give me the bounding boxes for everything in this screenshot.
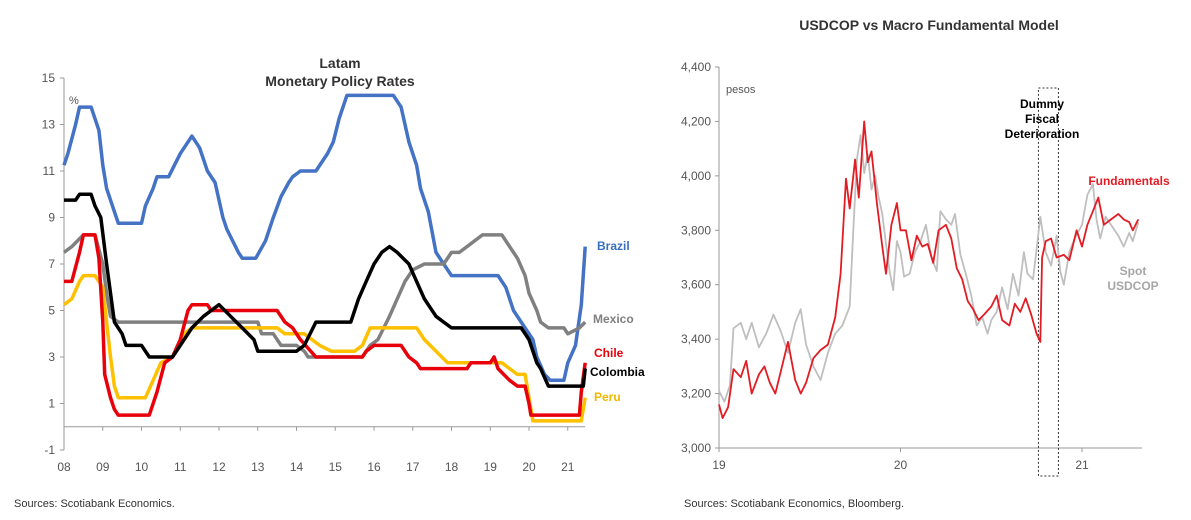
y-tick-label: 15 bbox=[42, 71, 56, 85]
x-tick-label: 21 bbox=[561, 460, 575, 474]
series-line-fundamentals bbox=[718, 120, 1140, 419]
y-tick-label: 3,400 bbox=[681, 332, 711, 346]
y-tick-label: 4,000 bbox=[681, 169, 711, 183]
y-tick-label: 5 bbox=[48, 304, 55, 318]
legend-label-spot-usdcop: Spot bbox=[1120, 264, 1147, 278]
x-tick-label: 14 bbox=[290, 460, 304, 474]
x-tick-label: 21 bbox=[1075, 458, 1089, 472]
x-tick-label: 19 bbox=[712, 458, 726, 472]
y-tick-label: 3,600 bbox=[681, 278, 711, 292]
legend-label-chile: Chile bbox=[594, 346, 624, 360]
x-tick-label: 15 bbox=[329, 460, 343, 474]
y-tick-label: 1 bbox=[48, 397, 55, 411]
legend-label-fundamentals: Fundamentals bbox=[1088, 174, 1170, 188]
series-line-colombia bbox=[64, 192, 587, 388]
y-tick-label: 13 bbox=[42, 118, 56, 132]
y-tick-label: 3 bbox=[48, 350, 55, 364]
y-tick-label: 7 bbox=[48, 257, 55, 271]
y-tick-label: 4,400 bbox=[681, 60, 711, 74]
y-tick-label: 11 bbox=[43, 164, 56, 178]
annotation-label: Fiscal bbox=[1025, 112, 1059, 126]
x-tick-label: 19 bbox=[484, 460, 498, 474]
y-tick-label: 4,200 bbox=[681, 114, 711, 128]
dummy-fiscal-box bbox=[1037, 87, 1059, 477]
annotation-label: Deterioration bbox=[1005, 127, 1080, 141]
x-tick-label: 10 bbox=[135, 460, 149, 474]
y-tick-label: 3,800 bbox=[681, 223, 711, 237]
series-line-spot-usdcop bbox=[718, 134, 1140, 403]
annotation-label: Dummy bbox=[1020, 97, 1064, 111]
x-tick-label: 08 bbox=[57, 460, 71, 474]
series-line-brazil bbox=[62, 93, 587, 383]
chart-title-line1: Latam bbox=[319, 55, 360, 71]
sources-note-right: Sources: Scotiabank Economics, Bloomberg… bbox=[684, 498, 905, 510]
y-tick-label: 9 bbox=[48, 211, 55, 225]
x-tick-label: 18 bbox=[445, 460, 459, 474]
x-tick-label: 17 bbox=[406, 460, 420, 474]
series-line-chile bbox=[64, 233, 587, 417]
x-tick-label: 09 bbox=[96, 460, 110, 474]
latam-policy-rates-chart: Latam Monetary Policy Rates % -113579111… bbox=[42, 55, 645, 474]
y-unit-label: pesos bbox=[726, 84, 756, 96]
y-unit-label: % bbox=[69, 95, 79, 107]
x-tick-label: 16 bbox=[367, 460, 381, 474]
y-tick-label: 3,200 bbox=[681, 387, 711, 401]
x-tick-label: 20 bbox=[522, 460, 536, 474]
x-tick-label: 11 bbox=[174, 460, 187, 474]
chart-title-line2: Monetary Policy Rates bbox=[265, 73, 415, 89]
x-tick-label: 12 bbox=[212, 460, 226, 474]
sources-note-left: Sources: Scotiabank Economics. bbox=[14, 498, 175, 510]
chart-title: USDCOP vs Macro Fundamental Model bbox=[799, 17, 1059, 33]
legend-label-brazil: Brazil bbox=[597, 239, 630, 253]
legend-label-peru: Peru bbox=[594, 390, 621, 404]
legend-label-spot-usdcop: USDCOP bbox=[1107, 279, 1158, 293]
y-tick-label: 3,000 bbox=[681, 441, 711, 455]
x-tick-label: 13 bbox=[251, 460, 265, 474]
y-tick-label: -1 bbox=[44, 443, 55, 457]
x-tick-label: 20 bbox=[894, 458, 908, 472]
legend-label-mexico: Mexico bbox=[593, 312, 634, 326]
legend-label-colombia: Colombia bbox=[590, 365, 645, 379]
usdcop-model-chart: USDCOP vs Macro Fundamental Model pesos … bbox=[681, 17, 1170, 477]
